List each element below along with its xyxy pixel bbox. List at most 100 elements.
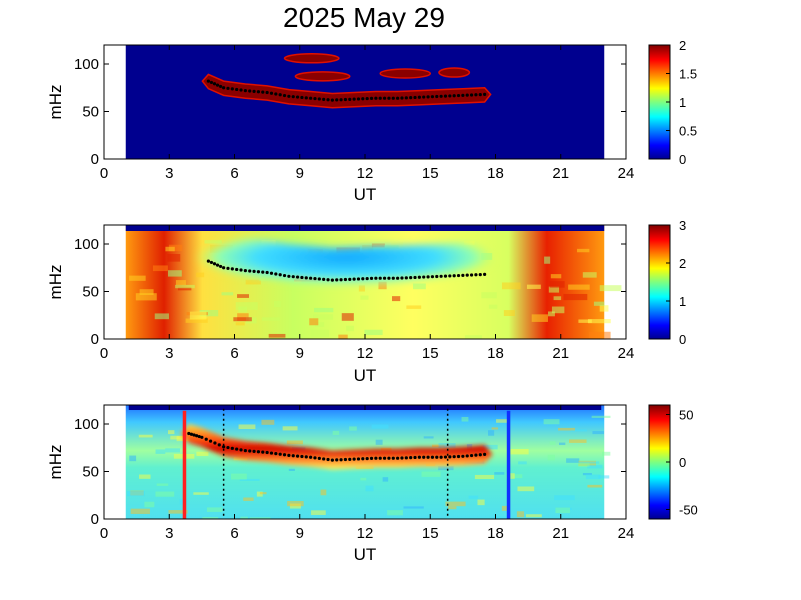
- ridge-point: [335, 278, 339, 282]
- panel-1-ridge-band: [201, 73, 492, 109]
- ridge-point: [300, 454, 304, 459]
- ridge-point: [300, 95, 304, 100]
- panel-1-blobs: [283, 53, 471, 82]
- texture-cell: [447, 506, 457, 510]
- ridge-point: [461, 454, 465, 458]
- ridge-point: [456, 93, 461, 98]
- ridge-point: [387, 96, 391, 100]
- texture-cell: [582, 472, 592, 476]
- texture-cell: [550, 274, 562, 279]
- ridge-point: [226, 86, 230, 90]
- ridge-point: [204, 437, 208, 441]
- ridge-point: [212, 82, 217, 86]
- ridge-point: [309, 96, 313, 100]
- texture-cell: [548, 286, 560, 293]
- ridge-point: [235, 267, 239, 272]
- texture-cell: [235, 322, 245, 326]
- ridge-point: [435, 274, 439, 279]
- ridge-point: [352, 97, 356, 101]
- ridge-point: [356, 277, 361, 281]
- ridge-point: [235, 447, 239, 451]
- ridge-point: [461, 93, 465, 97]
- panel-1-y-ticks: 0 50 100: [74, 56, 626, 168]
- texture-cell: [503, 310, 515, 316]
- texture-cell: [558, 427, 575, 431]
- texture-cell: [599, 285, 622, 292]
- ridge-point: [465, 93, 469, 97]
- ridge-point: [282, 453, 287, 457]
- ridge-point: [330, 458, 334, 462]
- texture-cell: [167, 254, 181, 262]
- ridge-point: [209, 260, 214, 265]
- ridge-point: [322, 457, 326, 461]
- texture-cell: [544, 256, 551, 264]
- x-tick-label: 24: [618, 345, 635, 362]
- ridge-point: [269, 271, 274, 275]
- ridge-point: [291, 454, 295, 458]
- ridge-point: [291, 275, 295, 279]
- texture-cell: [598, 475, 610, 479]
- ridge-point: [426, 455, 430, 459]
- texture-cell: [127, 491, 145, 497]
- texture-cell: [403, 506, 424, 509]
- texture-cell: [547, 454, 555, 461]
- texture-cell: [237, 313, 249, 321]
- ridge-point: [235, 87, 239, 92]
- colorbar-tick-label: 1.5: [679, 67, 697, 82]
- colorbar-tick-label: 3: [679, 218, 686, 233]
- ridge-point: [435, 455, 439, 459]
- texture-cell: [202, 516, 219, 519]
- ridge-point: [361, 277, 365, 281]
- ridge-point: [313, 96, 317, 101]
- texture-cell: [547, 311, 555, 317]
- texture-cell: [587, 464, 603, 469]
- ridge-point: [282, 273, 287, 278]
- panel-1-colorbar-ticks: 0 0.5 1 1.5 2: [666, 38, 697, 167]
- texture-cell: [152, 265, 168, 272]
- panel-1-x-ticks: 0 3 6 9 12 15 18 21 24: [100, 45, 634, 182]
- ridge-point: [474, 93, 478, 97]
- y-tick-label: 50: [82, 284, 99, 301]
- ridge-point: [230, 267, 234, 271]
- colorbar-tick-label: 2: [679, 38, 686, 53]
- texture-cell: [167, 430, 175, 435]
- ridge-point: [356, 97, 361, 101]
- texture-cell: [568, 284, 590, 290]
- ridge-point: [239, 88, 243, 92]
- x-tick-label: 9: [296, 345, 304, 362]
- x-tick-label: 24: [618, 525, 635, 542]
- x-tick-label: 0: [100, 345, 108, 362]
- y-tick-label: 0: [91, 151, 99, 168]
- x-tick-label: 6: [230, 345, 238, 362]
- texture-cell: [551, 306, 565, 314]
- colorbar-tick-label: 1: [679, 294, 686, 309]
- ridge-point: [365, 96, 369, 101]
- texture-cell: [135, 293, 157, 301]
- panel-3-ylabel: mHz: [46, 445, 65, 480]
- texture-cell: [287, 500, 304, 507]
- texture-cell: [360, 477, 367, 481]
- texture-cell: [438, 466, 454, 471]
- texture-cell: [165, 448, 180, 453]
- ridge-point: [335, 98, 339, 102]
- texture-cell: [518, 461, 527, 465]
- texture-cell: [156, 483, 169, 486]
- ridge-point: [422, 95, 426, 99]
- texture-cell: [239, 478, 260, 481]
- ridge-point: [309, 276, 313, 280]
- ridge-point: [222, 86, 226, 90]
- texture-cell: [358, 285, 365, 292]
- ridge-point: [413, 95, 417, 100]
- texture-cell: [170, 435, 186, 440]
- texture-cell: [310, 329, 330, 338]
- texture-cell: [314, 322, 325, 327]
- colorbar-tick-label: 1: [679, 95, 686, 110]
- texture-cell: [592, 431, 605, 435]
- texture-cell: [245, 279, 261, 285]
- ridge-point: [291, 95, 295, 99]
- texture-cell: [365, 485, 374, 492]
- x-tick-label: 3: [165, 525, 173, 542]
- texture-cell: [421, 471, 441, 477]
- ridge-point: [326, 457, 330, 462]
- ridge-point: [213, 441, 217, 445]
